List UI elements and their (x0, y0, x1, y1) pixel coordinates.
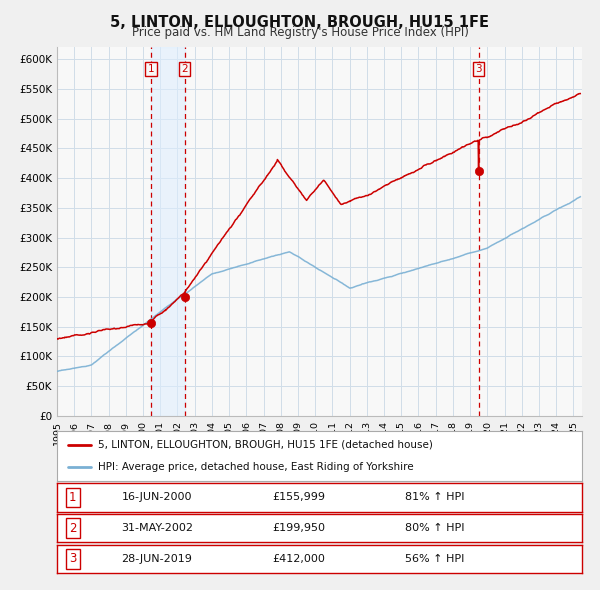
Text: 16-JUN-2000: 16-JUN-2000 (121, 493, 192, 502)
Text: 28-JUN-2019: 28-JUN-2019 (121, 554, 192, 563)
Text: £155,999: £155,999 (272, 493, 325, 502)
Text: 5, LINTON, ELLOUGHTON, BROUGH, HU15 1FE (detached house): 5, LINTON, ELLOUGHTON, BROUGH, HU15 1FE … (98, 440, 433, 450)
Text: 31-MAY-2002: 31-MAY-2002 (121, 523, 193, 533)
Text: £412,000: £412,000 (272, 554, 325, 563)
Text: 80% ↑ HPI: 80% ↑ HPI (405, 523, 465, 533)
Text: 3: 3 (69, 552, 76, 565)
Text: 1: 1 (69, 491, 77, 504)
Text: 2: 2 (69, 522, 77, 535)
Text: Price paid vs. HM Land Registry's House Price Index (HPI): Price paid vs. HM Land Registry's House … (131, 26, 469, 39)
Bar (151, 47, 185, 416)
Text: 1: 1 (148, 64, 154, 74)
Text: 2: 2 (181, 64, 188, 74)
Text: HPI: Average price, detached house, East Riding of Yorkshire: HPI: Average price, detached house, East… (98, 463, 413, 473)
Text: 56% ↑ HPI: 56% ↑ HPI (406, 554, 464, 563)
Text: 3: 3 (475, 64, 482, 74)
Text: £199,950: £199,950 (272, 523, 325, 533)
Text: 81% ↑ HPI: 81% ↑ HPI (405, 493, 465, 502)
Text: 5, LINTON, ELLOUGHTON, BROUGH, HU15 1FE: 5, LINTON, ELLOUGHTON, BROUGH, HU15 1FE (110, 15, 490, 30)
